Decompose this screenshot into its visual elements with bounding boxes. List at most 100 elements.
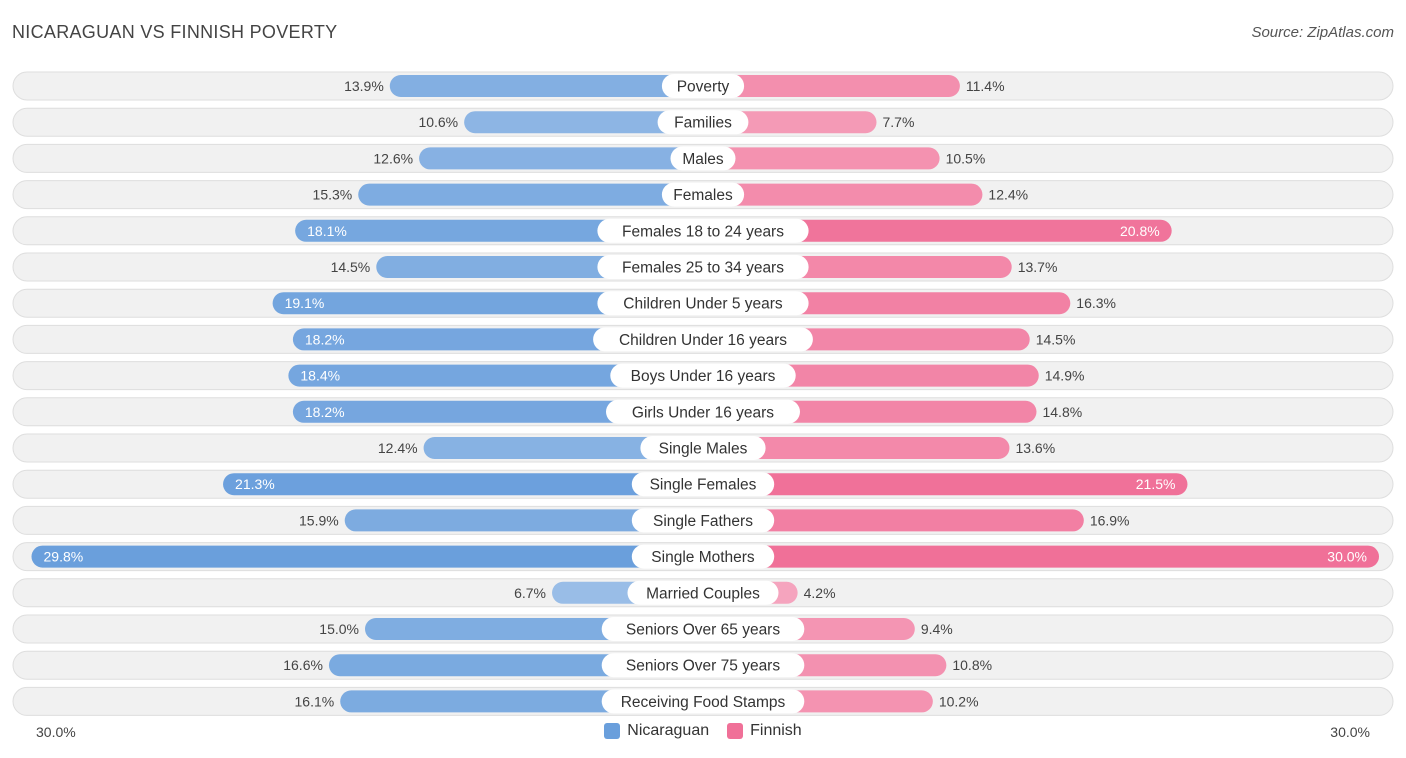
value-label-finnish: 30.0% [1327,549,1367,565]
bar-finnish [703,437,1010,459]
axis-left-label: 30.0% [36,724,76,740]
value-label-nicaraguan: 16.6% [283,657,323,673]
category-label: Families [674,115,732,132]
value-label-finnish: 13.6% [1015,440,1055,456]
value-label-nicaraguan: 15.0% [319,621,359,637]
category-label: Females [673,187,733,204]
category-pill [627,580,779,605]
bar-nicaraguan [292,400,703,423]
bar-finnish [703,183,983,206]
value-label-finnish: 10.2% [939,693,979,709]
bar-finnish [703,75,960,97]
value-label-finnish: 4.2% [804,585,836,601]
category-pill [661,182,745,207]
bar-nicaraguan [419,147,703,170]
value-label-nicaraguan: 18.2% [305,404,345,420]
category-pill [657,110,749,135]
value-label-nicaraguan: 18.2% [305,331,345,347]
value-label-nicaraguan: 10.6% [418,114,458,130]
category-pill [661,74,745,98]
category-label: Boys Under 16 years [631,368,776,385]
category-label: Females 25 to 34 years [622,260,784,277]
value-label-nicaraguan: 15.3% [313,187,353,203]
value-label-finnish: 12.4% [988,187,1028,203]
category-pill [610,363,796,388]
value-label-nicaraguan: 18.1% [307,223,347,239]
value-label-nicaraguan: 21.3% [235,476,275,492]
bar-nicaraguan [31,545,704,568]
category-label: Single Mothers [651,549,755,566]
value-label-nicaraguan: 6.7% [514,585,546,601]
bar-finnish [703,545,1379,568]
value-label-nicaraguan: 18.4% [300,368,340,384]
value-label-finnish: 10.5% [946,150,986,166]
value-label-finnish: 16.3% [1076,295,1116,311]
value-label-finnish: 16.9% [1090,512,1130,528]
category-pill [601,617,805,641]
source-label: Source: ZipAtlas.com [1251,24,1394,41]
legend-swatch-finnish [727,723,744,739]
category-pill [606,399,800,424]
category-pill [640,436,766,460]
category-label: Single Females [650,477,757,494]
value-label-nicaraguan: 12.4% [378,440,418,456]
legend-swatch-nicaraguan [604,723,621,739]
category-pill [601,689,805,714]
bar-nicaraguan [272,292,703,315]
bar-nicaraguan [423,437,703,459]
category-label: Single Males [659,441,748,458]
category-pill [631,508,775,533]
bar-nicaraguan [358,183,703,206]
value-label-nicaraguan: 15.9% [299,512,339,528]
category-pill [597,291,809,316]
bar-finnish [703,473,1188,496]
value-label-nicaraguan: 19.1% [285,295,325,311]
bar-nicaraguan [464,111,703,134]
bar-nicaraguan [389,75,703,97]
bar-nicaraguan [223,473,704,496]
value-label-finnish: 7.7% [883,114,915,130]
value-label-nicaraguan: 14.5% [331,259,371,275]
category-pill [597,255,809,279]
bar-finnish [703,147,940,170]
legend: Nicaraguan Finnish [0,722,1406,740]
value-label-finnish: 14.9% [1045,368,1085,384]
category-pill [597,218,809,243]
category-label: Seniors Over 75 years [626,658,780,675]
category-label: Males [682,151,724,168]
axis-right-label: 30.0% [1330,724,1370,740]
legend-item-nicaraguan[interactable]: Nicaraguan [604,722,709,740]
category-label: Married Couples [646,585,760,602]
category-label: Females 18 to 24 years [622,223,784,240]
category-label: Seniors Over 65 years [626,622,780,639]
value-label-finnish: 10.8% [952,657,992,673]
value-label-finnish: 11.4% [966,78,1005,94]
bar-finnish [703,219,1172,242]
bar-nicaraguan [288,364,703,387]
category-pill [631,472,775,497]
bar-finnish [703,509,1084,532]
value-label-finnish: 13.7% [1018,259,1058,275]
category-label: Single Fathers [653,513,753,530]
legend-label-finnish: Finnish [750,722,802,739]
page-title: NICARAGUAN VS FINNISH POVERTY [12,22,338,42]
value-label-nicaraguan: 16.1% [295,693,335,709]
category-pill [631,544,775,569]
value-label-nicaraguan: 12.6% [373,150,413,166]
category-label: Children Under 5 years [623,296,783,313]
category-label: Children Under 16 years [619,332,787,349]
category-label: Poverty [677,79,730,96]
legend-item-finnish[interactable]: Finnish [727,722,802,740]
legend-label-nicaraguan: Nicaraguan [627,722,710,739]
value-label-finnish: 20.8% [1120,223,1160,239]
category-label: Receiving Food Stamps [621,694,786,711]
value-label-nicaraguan: 13.9% [344,78,384,94]
value-label-finnish: 14.8% [1042,404,1082,420]
category-pill [593,327,813,352]
category-label: Girls Under 16 years [632,404,774,421]
value-label-finnish: 14.5% [1036,331,1076,347]
category-pill [670,146,736,171]
value-label-nicaraguan: 29.8% [44,549,84,565]
bar-nicaraguan [344,509,703,532]
